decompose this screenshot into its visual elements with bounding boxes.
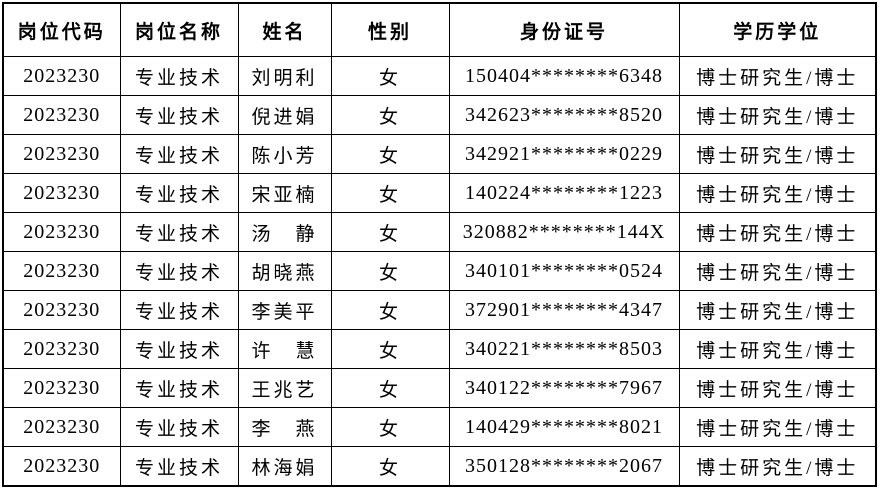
- cell-gender: 女: [330, 329, 450, 369]
- cell-id-number: 150404********6348: [448, 56, 680, 96]
- cell-gender: 女: [330, 251, 450, 291]
- cell-post-code: 2023230: [2, 329, 121, 369]
- cell-gender: 女: [330, 407, 450, 447]
- cell-education-degree: 博士研究生/博士: [678, 251, 877, 291]
- applicant-roster-table: 岗位代码 岗位名称 姓名 性别 身份证号 学历学位 2023230 专业技术 刘…: [2, 2, 877, 487]
- table-row: 2023230 专业技术 宋亚楠 女 140224********1223 博士…: [2, 173, 877, 213]
- cell-post-code: 2023230: [2, 251, 121, 291]
- cell-education-degree: 博士研究生/博士: [678, 173, 877, 213]
- table-row: 2023230 专业技术 刘明利 女 150404********6348 博士…: [2, 56, 877, 96]
- cell-post-code: 2023230: [2, 134, 121, 174]
- cell-post-code: 2023230: [2, 368, 121, 408]
- column-header-name: 姓名: [237, 2, 332, 57]
- cell-gender: 女: [330, 173, 450, 213]
- cell-education-degree: 博士研究生/博士: [678, 368, 877, 408]
- cell-name: 刘明利: [237, 56, 332, 96]
- cell-post-code: 2023230: [2, 95, 121, 135]
- cell-education-degree: 博士研究生/博士: [678, 290, 877, 330]
- cell-id-number: 140224********1223: [448, 173, 680, 213]
- table-row: 2023230 专业技术 李美平 女 372901********4347 博士…: [2, 290, 877, 330]
- table-body: 2023230 专业技术 刘明利 女 150404********6348 博士…: [2, 56, 877, 487]
- cell-name: 林海娟: [237, 446, 332, 487]
- cell-post-title: 专业技术: [119, 290, 239, 330]
- cell-post-code: 2023230: [2, 212, 121, 252]
- cell-name: 宋亚楠: [237, 173, 332, 213]
- column-header-id-number: 身份证号: [448, 2, 680, 57]
- cell-education-degree: 博士研究生/博士: [678, 56, 877, 96]
- cell-id-number: 342921********0229: [448, 134, 680, 174]
- cell-post-code: 2023230: [2, 407, 121, 447]
- cell-post-title: 专业技术: [119, 368, 239, 408]
- cell-gender: 女: [330, 56, 450, 96]
- table-row: 2023230 专业技术 倪进娟 女 342623********8520 博士…: [2, 95, 877, 135]
- cell-post-title: 专业技术: [119, 212, 239, 252]
- cell-post-title: 专业技术: [119, 56, 239, 96]
- cell-gender: 女: [330, 446, 450, 487]
- cell-post-code: 2023230: [2, 173, 121, 213]
- cell-post-title: 专业技术: [119, 134, 239, 174]
- cell-name: 李 燕: [237, 407, 332, 447]
- cell-post-title: 专业技术: [119, 251, 239, 291]
- table-row: 2023230 专业技术 陈小芳 女 342921********0229 博士…: [2, 134, 877, 174]
- cell-education-degree: 博士研究生/博士: [678, 95, 877, 135]
- cell-name: 王兆艺: [237, 368, 332, 408]
- cell-education-degree: 博士研究生/博士: [678, 407, 877, 447]
- table-row: 2023230 专业技术 许 慧 女 340221********8503 博士…: [2, 329, 877, 369]
- cell-id-number: 342623********8520: [448, 95, 680, 135]
- cell-id-number: 140429********8021: [448, 407, 680, 447]
- cell-id-number: 340101********0524: [448, 251, 680, 291]
- table-row: 2023230 专业技术 李 燕 女 140429********8021 博士…: [2, 407, 877, 447]
- cell-education-degree: 博士研究生/博士: [678, 446, 877, 487]
- table-row: 2023230 专业技术 林海娟 女 350128********2067 博士…: [2, 446, 877, 487]
- cell-id-number: 320882********144X: [448, 212, 680, 252]
- cell-education-degree: 博士研究生/博士: [678, 134, 877, 174]
- cell-gender: 女: [330, 368, 450, 408]
- cell-post-title: 专业技术: [119, 95, 239, 135]
- table-row: 2023230 专业技术 王兆艺 女 340122********7967 博士…: [2, 368, 877, 408]
- table-row: 2023230 专业技术 胡晓燕 女 340101********0524 博士…: [2, 251, 877, 291]
- cell-name: 李美平: [237, 290, 332, 330]
- cell-id-number: 340221********8503: [448, 329, 680, 369]
- cell-post-title: 专业技术: [119, 446, 239, 487]
- cell-post-code: 2023230: [2, 446, 121, 487]
- cell-name: 陈小芳: [237, 134, 332, 174]
- cell-name: 汤 静: [237, 212, 332, 252]
- cell-name: 倪进娟: [237, 95, 332, 135]
- cell-gender: 女: [330, 290, 450, 330]
- table-row: 2023230 专业技术 汤 静 女 320882********144X 博士…: [2, 212, 877, 252]
- column-header-gender: 性别: [330, 2, 450, 57]
- cell-gender: 女: [330, 134, 450, 174]
- cell-gender: 女: [330, 95, 450, 135]
- cell-id-number: 372901********4347: [448, 290, 680, 330]
- cell-id-number: 350128********2067: [448, 446, 680, 487]
- cell-name: 许 慧: [237, 329, 332, 369]
- cell-name: 胡晓燕: [237, 251, 332, 291]
- cell-post-title: 专业技术: [119, 407, 239, 447]
- cell-post-code: 2023230: [2, 290, 121, 330]
- cell-post-title: 专业技术: [119, 329, 239, 369]
- cell-id-number: 340122********7967: [448, 368, 680, 408]
- column-header-post-title: 岗位名称: [119, 2, 239, 57]
- cell-education-degree: 博士研究生/博士: [678, 329, 877, 369]
- cell-post-code: 2023230: [2, 56, 121, 96]
- column-header-post-code: 岗位代码: [2, 2, 121, 57]
- header-row: 岗位代码 岗位名称 姓名 性别 身份证号 学历学位: [2, 2, 877, 57]
- column-header-education-degree: 学历学位: [678, 2, 877, 57]
- cell-post-title: 专业技术: [119, 173, 239, 213]
- cell-gender: 女: [330, 212, 450, 252]
- cell-education-degree: 博士研究生/博士: [678, 212, 877, 252]
